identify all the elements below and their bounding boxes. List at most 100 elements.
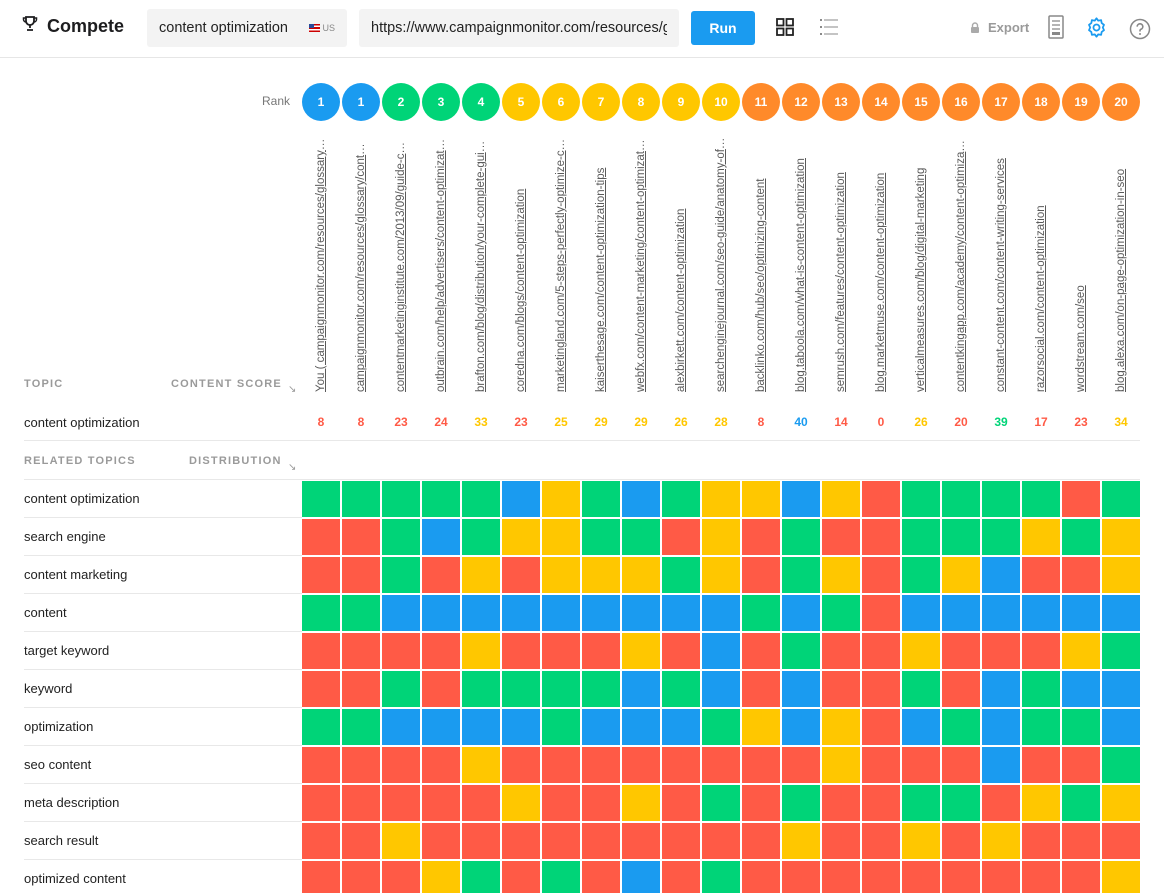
heatmap-cell[interactable] xyxy=(502,633,540,669)
heatmap-cell[interactable] xyxy=(902,557,940,593)
heatmap-cell[interactable] xyxy=(342,595,380,631)
heatmap-cell[interactable] xyxy=(622,747,660,783)
heatmap-cell[interactable] xyxy=(502,671,540,707)
heatmap-cell[interactable] xyxy=(302,709,340,745)
heatmap-cell[interactable] xyxy=(902,595,940,631)
heatmap-cell[interactable] xyxy=(1102,709,1140,745)
heatmap-cell[interactable] xyxy=(582,633,620,669)
competitor-url-link[interactable]: coredna.com/blogs/content-optimization xyxy=(515,188,527,392)
topic-input-value[interactable]: content optimization xyxy=(159,20,288,36)
heatmap-cell[interactable] xyxy=(942,823,980,859)
heatmap-cell[interactable] xyxy=(862,481,900,517)
grid-view-icon[interactable] xyxy=(775,17,795,37)
heatmap-cell[interactable] xyxy=(822,671,860,707)
app-brand[interactable]: Compete xyxy=(22,16,124,37)
heatmap-cell[interactable] xyxy=(382,671,420,707)
heatmap-cell[interactable] xyxy=(822,785,860,821)
heatmap-cell[interactable] xyxy=(342,633,380,669)
heatmap-cell[interactable] xyxy=(622,519,660,555)
heatmap-cell[interactable] xyxy=(1022,481,1060,517)
heatmap-cell[interactable] xyxy=(742,595,780,631)
heatmap-cell[interactable] xyxy=(702,595,740,631)
competitor-url-link[interactable]: blog.marketmuse.com/content-optimization xyxy=(875,172,887,392)
heatmap-cell[interactable] xyxy=(982,557,1020,593)
heatmap-cell[interactable] xyxy=(422,671,460,707)
heatmap-cell[interactable] xyxy=(662,785,700,821)
heatmap-cell[interactable] xyxy=(462,823,500,859)
heatmap-cell[interactable] xyxy=(342,747,380,783)
heatmap-cell[interactable] xyxy=(862,519,900,555)
heatmap-cell[interactable] xyxy=(782,747,820,783)
heatmap-cell[interactable] xyxy=(1062,823,1100,859)
heatmap-cell[interactable] xyxy=(582,709,620,745)
heatmap-cell[interactable] xyxy=(982,671,1020,707)
competitor-url-link[interactable]: constant-content.com/content-writing-ser… xyxy=(995,158,1007,392)
heatmap-cell[interactable] xyxy=(342,671,380,707)
heatmap-cell[interactable] xyxy=(782,519,820,555)
sort-icon[interactable]: ↘ xyxy=(288,384,297,395)
heatmap-cell[interactable] xyxy=(702,633,740,669)
heatmap-cell[interactable] xyxy=(822,709,860,745)
competitor-url-link[interactable]: outbrain.com/help/advertisers/content-op… xyxy=(435,137,447,392)
heatmap-cell[interactable] xyxy=(942,633,980,669)
heatmap-cell[interactable] xyxy=(1022,557,1060,593)
competitor-url-link[interactable]: searchenginejournal.com/seo-guide/anatom… xyxy=(715,137,727,392)
competitor-url-link[interactable]: You ( campaignmonitor.com/resources/glos… xyxy=(315,137,327,392)
topic-input[interactable]: content optimization US xyxy=(147,9,347,47)
heatmap-cell[interactable] xyxy=(342,861,380,893)
heatmap-cell[interactable] xyxy=(662,747,700,783)
heatmap-cell[interactable] xyxy=(902,747,940,783)
heatmap-cell[interactable] xyxy=(982,633,1020,669)
competitor-url-link[interactable]: semrush.com/features/content-optimizatio… xyxy=(835,172,847,392)
heatmap-cell[interactable] xyxy=(702,785,740,821)
heatmap-cell[interactable] xyxy=(982,785,1020,821)
heatmap-cell[interactable] xyxy=(942,785,980,821)
heatmap-cell[interactable] xyxy=(1062,671,1100,707)
heatmap-cell[interactable] xyxy=(502,747,540,783)
heatmap-cell[interactable] xyxy=(342,709,380,745)
heatmap-cell[interactable] xyxy=(582,519,620,555)
heatmap-cell[interactable] xyxy=(782,823,820,859)
heatmap-cell[interactable] xyxy=(702,861,740,893)
heatmap-cell[interactable] xyxy=(862,861,900,893)
heatmap-cell[interactable] xyxy=(1022,671,1060,707)
heatmap-cell[interactable] xyxy=(422,633,460,669)
heatmap-cell[interactable] xyxy=(622,633,660,669)
heatmap-cell[interactable] xyxy=(662,481,700,517)
heatmap-cell[interactable] xyxy=(622,671,660,707)
heatmap-cell[interactable] xyxy=(742,747,780,783)
heatmap-cell[interactable] xyxy=(342,557,380,593)
heatmap-cell[interactable] xyxy=(622,785,660,821)
heatmap-cell[interactable] xyxy=(822,633,860,669)
heatmap-cell[interactable] xyxy=(942,519,980,555)
heatmap-cell[interactable] xyxy=(942,481,980,517)
heatmap-cell[interactable] xyxy=(1102,861,1140,893)
heatmap-cell[interactable] xyxy=(462,481,500,517)
heatmap-cell[interactable] xyxy=(622,861,660,893)
heatmap-cell[interactable] xyxy=(942,557,980,593)
heatmap-cell[interactable] xyxy=(542,519,580,555)
heatmap-cell[interactable] xyxy=(462,861,500,893)
heatmap-cell[interactable] xyxy=(902,823,940,859)
heatmap-cell[interactable] xyxy=(582,747,620,783)
competitor-url-link[interactable]: blog.taboola.com/what-is-content-optimiz… xyxy=(795,158,807,392)
heatmap-cell[interactable] xyxy=(822,823,860,859)
heatmap-cell[interactable] xyxy=(622,481,660,517)
heatmap-cell[interactable] xyxy=(1062,861,1100,893)
heatmap-cell[interactable] xyxy=(1022,861,1060,893)
heatmap-cell[interactable] xyxy=(782,481,820,517)
heatmap-cell[interactable] xyxy=(702,481,740,517)
heatmap-cell[interactable] xyxy=(1102,633,1140,669)
heatmap-cell[interactable] xyxy=(582,557,620,593)
heatmap-cell[interactable] xyxy=(1022,519,1060,555)
heatmap-cell[interactable] xyxy=(862,671,900,707)
heatmap-cell[interactable] xyxy=(422,747,460,783)
heatmap-cell[interactable] xyxy=(462,785,500,821)
heatmap-cell[interactable] xyxy=(702,747,740,783)
heatmap-cell[interactable] xyxy=(582,785,620,821)
heatmap-cell[interactable] xyxy=(662,557,700,593)
heatmap-cell[interactable] xyxy=(502,861,540,893)
heatmap-cell[interactable] xyxy=(1022,785,1060,821)
heatmap-cell[interactable] xyxy=(1062,481,1100,517)
heatmap-cell[interactable] xyxy=(542,633,580,669)
